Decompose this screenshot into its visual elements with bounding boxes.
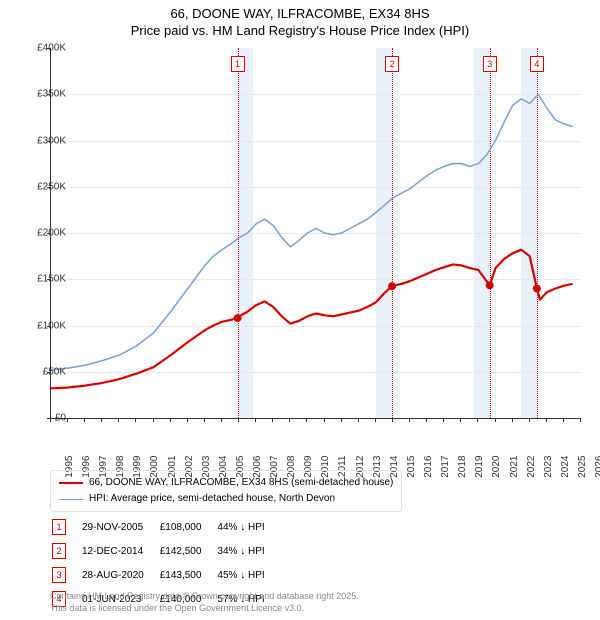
event-delta: 44% ↓ HPI bbox=[217, 516, 278, 538]
footer-attribution: Contains HM Land Registry data © Crown c… bbox=[50, 590, 359, 614]
x-tick-label: 2021 bbox=[508, 456, 519, 478]
event-date: 28-AUG-2020 bbox=[82, 564, 158, 586]
y-tick-label: £100K bbox=[21, 320, 66, 331]
y-tick-label: £350K bbox=[21, 89, 66, 100]
data-point-marker bbox=[388, 282, 396, 290]
chart-title-line2: Price paid vs. HM Land Registry's House … bbox=[0, 21, 600, 38]
x-tick-label: 2016 bbox=[423, 456, 434, 478]
x-tick-label: 2026 bbox=[594, 456, 600, 478]
footer-line2: This data is licensed under the Open Gov… bbox=[50, 602, 359, 614]
x-tick-label: 2025 bbox=[577, 456, 588, 478]
chart-title-line1: 66, DOONE WAY, ILFRACOMBE, EX34 8HS bbox=[0, 0, 600, 21]
x-tick-label: 2020 bbox=[491, 456, 502, 478]
event-number-box: 2 bbox=[52, 543, 66, 559]
x-tick-label: 2023 bbox=[542, 456, 553, 478]
y-tick-label: £200K bbox=[21, 228, 66, 239]
table-row: 1 29-NOV-2005£108,00044% ↓ HPI bbox=[52, 516, 279, 538]
legend-label: HPI: Average price, semi-detached house,… bbox=[89, 491, 335, 507]
event-price: £142,500 bbox=[160, 540, 216, 562]
table-row: 2 12-DEC-2014£142,50034% ↓ HPI bbox=[52, 540, 279, 562]
event-price: £108,000 bbox=[160, 516, 216, 538]
legend-label: 66, DOONE WAY, ILFRACOMBE, EX34 8HS (sem… bbox=[89, 475, 393, 491]
event-date: 29-NOV-2005 bbox=[82, 516, 158, 538]
chart-container: 66, DOONE WAY, ILFRACOMBE, EX34 8HS Pric… bbox=[0, 0, 600, 620]
x-tick-label: 2019 bbox=[474, 456, 485, 478]
y-tick-label: £300K bbox=[21, 135, 66, 146]
y-tick-label: £50K bbox=[21, 366, 66, 377]
x-tick-label: 2022 bbox=[525, 456, 536, 478]
event-delta: 45% ↓ HPI bbox=[217, 564, 278, 586]
series-property_price bbox=[51, 250, 573, 389]
event-delta: 34% ↓ HPI bbox=[217, 540, 278, 562]
series-svg bbox=[51, 48, 581, 418]
footer-line1: Contains HM Land Registry data © Crown c… bbox=[50, 590, 359, 602]
y-tick-label: £150K bbox=[21, 274, 66, 285]
event-number-box: 1 bbox=[52, 519, 66, 535]
x-tick-label: 2018 bbox=[457, 456, 468, 478]
x-axis-ticks bbox=[50, 418, 580, 422]
legend: 66, DOONE WAY, ILFRACOMBE, EX34 8HS (sem… bbox=[50, 470, 402, 512]
series-hpi bbox=[51, 94, 573, 370]
legend-item: HPI: Average price, semi-detached house,… bbox=[59, 491, 393, 507]
x-tick-label: 2017 bbox=[440, 456, 451, 478]
data-point-marker bbox=[533, 285, 541, 293]
event-date: 12-DEC-2014 bbox=[82, 540, 158, 562]
y-tick-label: £250K bbox=[21, 181, 66, 192]
event-price: £143,500 bbox=[160, 564, 216, 586]
event-number-box: 3 bbox=[52, 567, 66, 583]
x-axis-labels: 1995199619971998199920002001200220032004… bbox=[50, 424, 580, 464]
x-tick-label: 2024 bbox=[560, 456, 571, 478]
x-tick-label: 2015 bbox=[406, 456, 417, 478]
legend-item: 66, DOONE WAY, ILFRACOMBE, EX34 8HS (sem… bbox=[59, 475, 393, 491]
y-tick-label: £400K bbox=[21, 43, 66, 54]
table-row: 3 28-AUG-2020£143,50045% ↓ HPI bbox=[52, 564, 279, 586]
data-point-marker bbox=[486, 281, 494, 289]
data-point-marker bbox=[234, 314, 242, 322]
plot-area: 1234 bbox=[50, 48, 581, 419]
